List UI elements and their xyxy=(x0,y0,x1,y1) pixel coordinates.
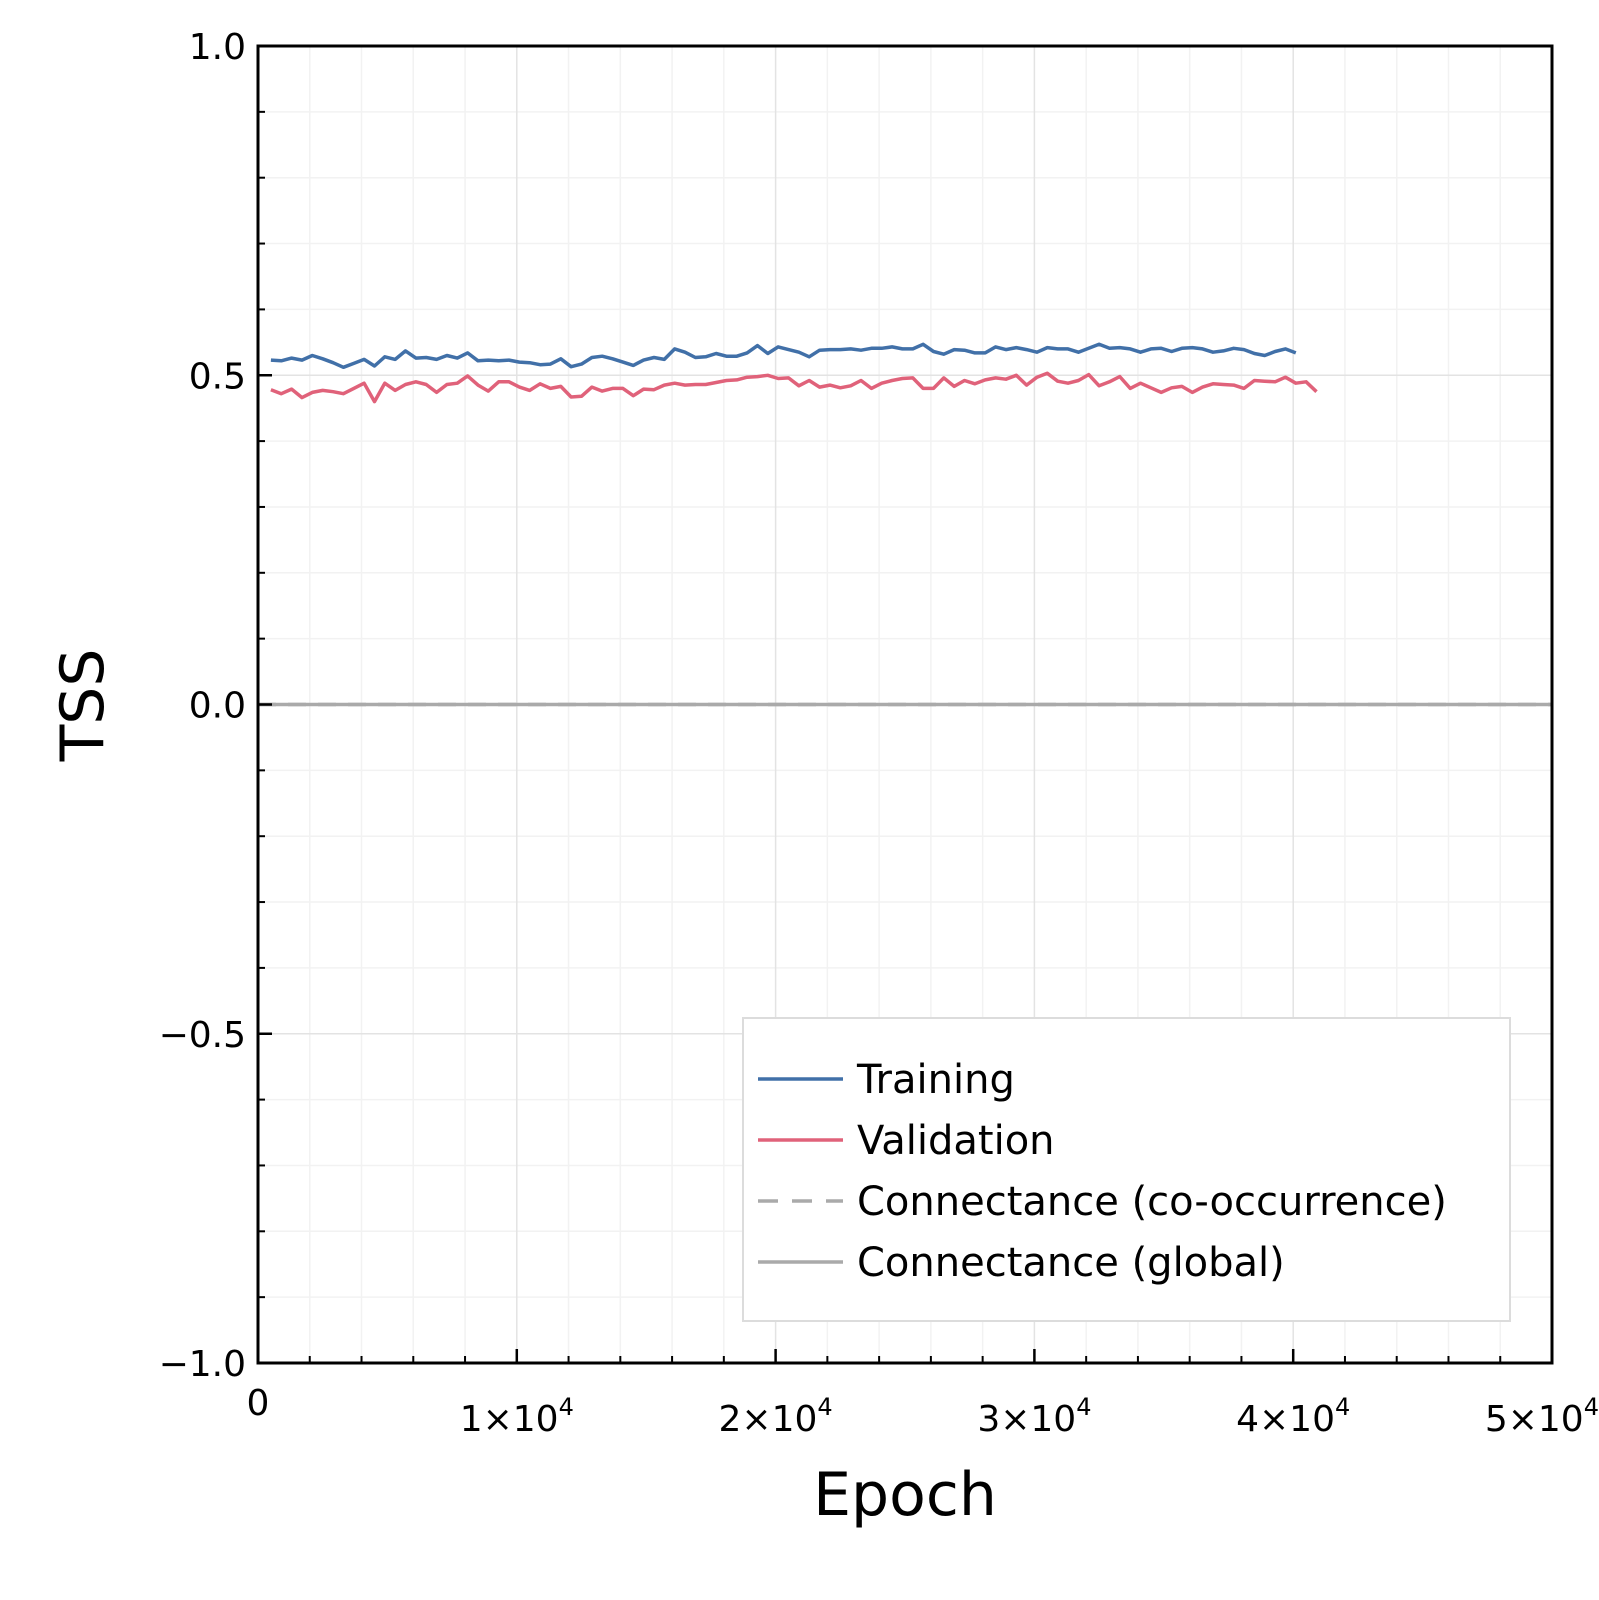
y-tick-label: 0.5 xyxy=(189,356,246,397)
legend-box xyxy=(742,1017,1511,1322)
x-tick-label: 4×104 xyxy=(1236,1393,1350,1440)
y-tick-labels: −1.0 −0.5 0.0 0.5 1.0 xyxy=(159,27,246,1385)
series-line-validation xyxy=(270,371,1318,404)
y-tick-label: −0.5 xyxy=(159,1015,246,1056)
y-tick-label: 0.0 xyxy=(189,686,246,727)
x-tick-labels: 0 1×104 2×104 3×104 4×104 5×104 xyxy=(247,1383,1599,1440)
x-tick-label: 1×104 xyxy=(460,1393,574,1440)
series-line-training xyxy=(270,342,1297,370)
x-tick-label: 2×104 xyxy=(719,1393,833,1440)
x-tick-label: 3×104 xyxy=(977,1393,1091,1440)
legend-label-connectance-global: Connectance (global) xyxy=(857,1240,1285,1286)
legend-label-validation: Validation xyxy=(857,1118,1055,1164)
legend-label-training: Training xyxy=(856,1057,1015,1103)
x-axis-title: Epoch xyxy=(813,1460,997,1530)
y-axis-title: TSS xyxy=(48,649,118,763)
x-tick-label: 0 xyxy=(247,1383,270,1424)
x-tick-label: 5×104 xyxy=(1485,1393,1599,1440)
legend: Training Validation Connectance (co-occurr… xyxy=(742,1017,1511,1322)
y-tick-label: 1.0 xyxy=(189,27,246,68)
y-tick-label: −1.0 xyxy=(159,1344,246,1385)
legend-label-connectance-co-occurrence: Connectance (co-occurrence) xyxy=(857,1179,1447,1225)
legend-entries: Training Validation Connectance (co-occurr… xyxy=(758,1057,1447,1286)
series-layer xyxy=(258,342,1552,707)
axis-ticks xyxy=(256,44,1554,1365)
